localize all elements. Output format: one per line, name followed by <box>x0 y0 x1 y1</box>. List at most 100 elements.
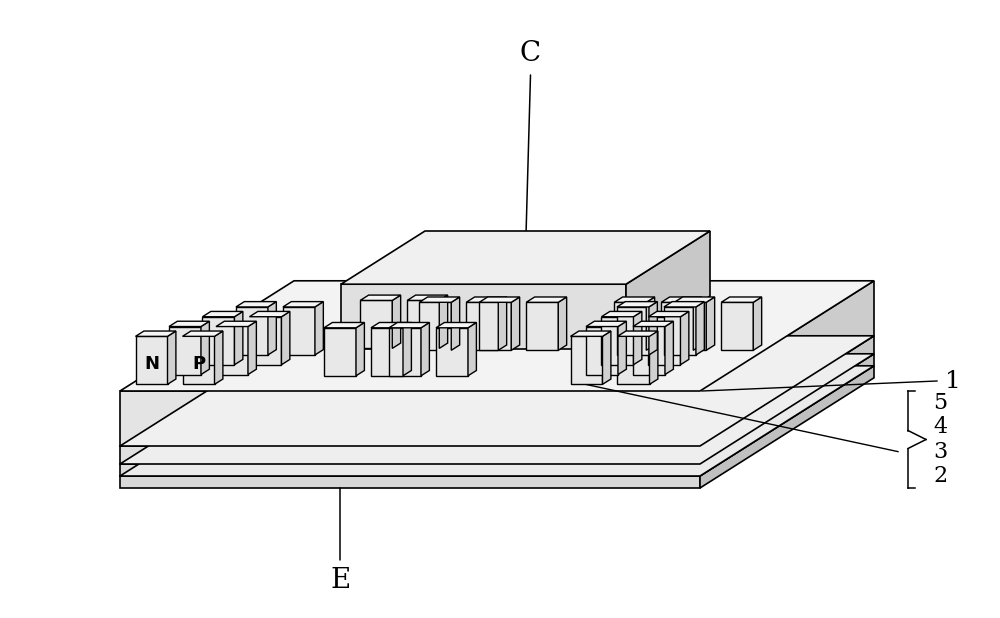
Polygon shape <box>451 297 460 350</box>
Polygon shape <box>601 317 633 365</box>
Polygon shape <box>586 321 626 326</box>
Polygon shape <box>120 446 700 464</box>
Polygon shape <box>633 311 642 365</box>
Polygon shape <box>436 323 476 328</box>
Polygon shape <box>466 297 507 302</box>
Polygon shape <box>617 302 657 307</box>
Polygon shape <box>721 297 762 302</box>
Polygon shape <box>120 391 700 446</box>
Polygon shape <box>648 317 680 365</box>
Polygon shape <box>618 321 626 375</box>
Polygon shape <box>649 302 657 355</box>
Text: N: N <box>144 355 159 373</box>
Polygon shape <box>700 336 874 464</box>
Polygon shape <box>169 326 201 375</box>
Polygon shape <box>721 302 753 350</box>
Polygon shape <box>436 328 468 376</box>
Polygon shape <box>234 311 243 365</box>
Polygon shape <box>236 307 268 355</box>
Polygon shape <box>674 302 706 350</box>
Polygon shape <box>498 297 507 350</box>
Polygon shape <box>602 331 611 384</box>
Polygon shape <box>371 328 403 376</box>
Polygon shape <box>661 302 693 350</box>
Polygon shape <box>648 311 689 317</box>
Polygon shape <box>216 326 248 375</box>
Polygon shape <box>120 464 700 476</box>
Polygon shape <box>407 295 448 300</box>
Polygon shape <box>700 366 874 488</box>
Polygon shape <box>136 336 168 384</box>
Polygon shape <box>341 284 626 349</box>
Polygon shape <box>633 321 673 326</box>
Polygon shape <box>120 336 874 446</box>
Polygon shape <box>601 311 642 317</box>
Polygon shape <box>120 366 874 476</box>
Polygon shape <box>169 321 209 326</box>
Polygon shape <box>706 297 715 350</box>
Text: E: E <box>330 567 351 593</box>
Polygon shape <box>407 300 439 349</box>
Polygon shape <box>236 302 276 307</box>
Polygon shape <box>617 331 658 336</box>
Polygon shape <box>360 300 392 349</box>
Polygon shape <box>120 281 874 391</box>
Polygon shape <box>419 297 460 302</box>
Polygon shape <box>202 311 243 317</box>
Polygon shape <box>341 231 710 284</box>
Polygon shape <box>283 302 323 307</box>
Polygon shape <box>700 353 874 476</box>
Polygon shape <box>753 297 762 350</box>
Polygon shape <box>324 323 364 328</box>
Polygon shape <box>360 295 401 300</box>
Polygon shape <box>315 302 323 355</box>
Text: P: P <box>192 355 205 373</box>
Polygon shape <box>136 331 176 336</box>
Text: 5: 5 <box>933 392 947 414</box>
Polygon shape <box>674 297 715 302</box>
Polygon shape <box>249 311 290 317</box>
Polygon shape <box>466 302 498 350</box>
Polygon shape <box>371 323 411 328</box>
Polygon shape <box>389 328 421 376</box>
Text: 1: 1 <box>945 370 961 392</box>
Polygon shape <box>700 281 874 446</box>
Text: 3: 3 <box>933 441 947 463</box>
Polygon shape <box>664 302 704 307</box>
Polygon shape <box>570 336 602 384</box>
Polygon shape <box>586 326 618 375</box>
Polygon shape <box>661 297 702 302</box>
Polygon shape <box>650 331 658 384</box>
Polygon shape <box>120 476 700 488</box>
Polygon shape <box>421 323 429 376</box>
Polygon shape <box>479 297 520 302</box>
Polygon shape <box>202 317 234 365</box>
Polygon shape <box>526 302 558 350</box>
Polygon shape <box>214 331 223 384</box>
Polygon shape <box>182 331 223 336</box>
Polygon shape <box>680 311 689 365</box>
Polygon shape <box>201 321 209 375</box>
Polygon shape <box>664 307 696 355</box>
Polygon shape <box>665 321 673 375</box>
Polygon shape <box>614 297 655 302</box>
Text: C: C <box>520 40 541 67</box>
Polygon shape <box>696 302 704 355</box>
Polygon shape <box>216 321 256 326</box>
Polygon shape <box>120 353 874 464</box>
Polygon shape <box>168 331 176 384</box>
Polygon shape <box>392 295 401 349</box>
Polygon shape <box>614 302 646 350</box>
Polygon shape <box>389 323 429 328</box>
Polygon shape <box>324 328 356 376</box>
Polygon shape <box>283 307 315 355</box>
Polygon shape <box>468 323 476 376</box>
Polygon shape <box>281 311 290 365</box>
Text: 4: 4 <box>933 417 947 438</box>
Polygon shape <box>646 297 655 350</box>
Polygon shape <box>693 297 702 350</box>
Polygon shape <box>268 302 276 355</box>
Polygon shape <box>248 321 256 375</box>
Polygon shape <box>511 297 520 350</box>
Polygon shape <box>356 323 364 376</box>
